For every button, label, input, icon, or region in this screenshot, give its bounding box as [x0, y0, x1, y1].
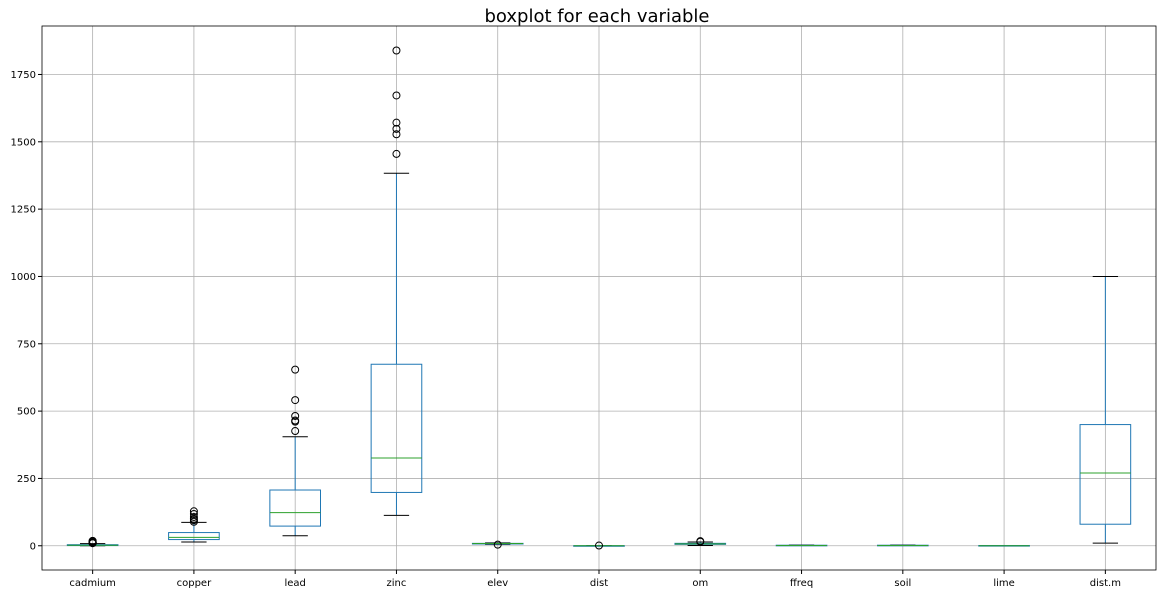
x-tick-label: cadmium	[69, 578, 116, 589]
box-lime	[978, 544, 1030, 547]
box-elev	[471, 540, 524, 549]
x-tick-label: lead	[284, 578, 305, 589]
x-tick-label: lime	[993, 578, 1014, 589]
x-tick-label: copper	[177, 578, 212, 589]
y-tick-label: 1250	[11, 205, 36, 216]
chart-title: boxplot for each variable	[485, 6, 710, 27]
outlier-point	[392, 91, 401, 100]
x-tick-label: dist.m	[1090, 578, 1121, 589]
ticks-layer: 0 250 500 750 1000 1250 1500 1750 cadmium copper l…	[11, 70, 1121, 589]
outlier-point	[189, 509, 198, 518]
y-tick-label: 250	[17, 474, 36, 485]
box-copper	[168, 507, 220, 543]
x-tick-label: dist	[590, 578, 608, 589]
y-tick-label: 1500	[11, 137, 36, 148]
y-tick-label: 1750	[11, 70, 36, 81]
outlier-point	[291, 396, 300, 405]
box-dist.m	[1079, 275, 1132, 544]
iqr-box	[269, 489, 322, 527]
outlier-point	[88, 536, 97, 545]
outlier-point	[291, 427, 300, 436]
box-dist	[573, 541, 625, 550]
box-ffreq	[775, 544, 828, 547]
boxes-layer	[66, 46, 1132, 550]
outlier-point	[392, 130, 401, 139]
box-om	[674, 537, 727, 546]
plot-frame	[41, 25, 1157, 571]
y-tick-label: 500	[17, 407, 36, 418]
outlier-point	[595, 541, 603, 550]
outlier-point	[189, 512, 198, 521]
x-tick-label: zinc	[387, 578, 407, 589]
box-cadmium	[66, 536, 119, 548]
y-tick-label: 750	[17, 339, 36, 350]
outlier-point	[392, 149, 401, 158]
x-tick-label: ffreq	[790, 578, 813, 589]
outlier-point	[493, 540, 502, 549]
x-tick-label: elev	[487, 578, 508, 589]
iqr-box	[168, 532, 220, 541]
box-soil	[877, 544, 929, 547]
outlier-point	[392, 46, 401, 55]
iqr-box	[370, 363, 423, 493]
outlier-point	[291, 416, 300, 425]
y-tick-label: 0	[30, 541, 36, 552]
outlier-point	[291, 411, 300, 420]
box-lead	[269, 365, 322, 537]
box-zinc	[370, 46, 423, 516]
outlier-point	[392, 124, 401, 133]
outlier-point	[392, 118, 401, 127]
outlier-point	[696, 537, 705, 546]
outlier-point	[189, 507, 198, 516]
x-tick-label: soil	[894, 578, 911, 589]
x-tick-label: om	[692, 578, 708, 589]
grid-layer	[42, 26, 1156, 570]
y-tick-label: 1000	[11, 272, 36, 283]
outlier-point	[291, 365, 300, 374]
iqr-box	[1079, 424, 1132, 525]
